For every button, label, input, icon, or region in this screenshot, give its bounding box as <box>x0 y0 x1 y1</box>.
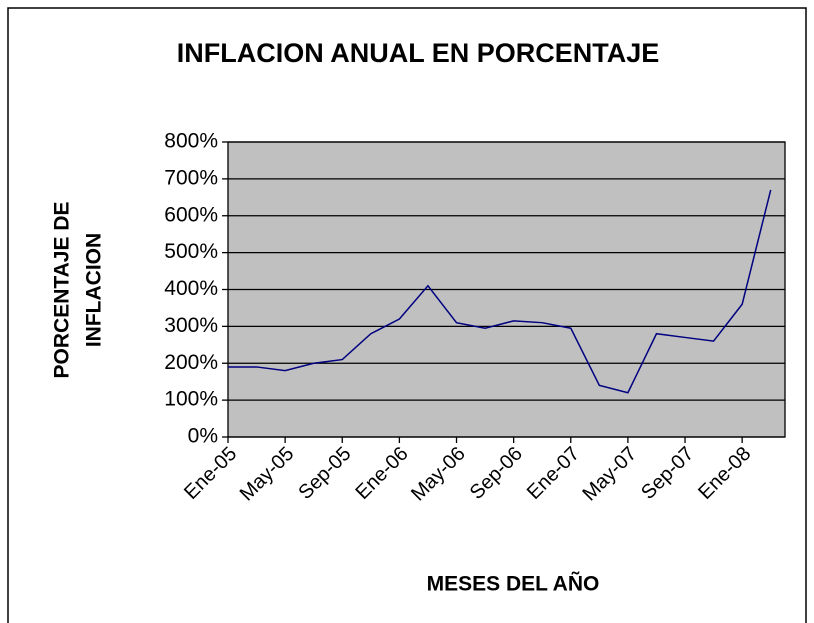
y-tick-label: 600% <box>164 203 218 226</box>
y-tick-label: 500% <box>164 240 218 263</box>
series-line <box>228 189 772 394</box>
y-axis-title: INFLACION <box>83 233 106 347</box>
y-tick-label: 800% <box>164 130 218 153</box>
x-axis-title: MESES DEL AÑO <box>427 573 600 596</box>
y-tick-label: 400% <box>164 277 218 300</box>
plot-border <box>227 141 786 438</box>
y-tick-label: 300% <box>164 314 218 337</box>
y-tick-label: 700% <box>164 166 218 189</box>
chart-title: INFLACION ANUAL EN PORCENTAJE <box>177 38 660 68</box>
y-tick-label: 200% <box>164 351 218 374</box>
y-tick-label: 0% <box>188 425 218 448</box>
y-tick-label: 100% <box>164 388 218 411</box>
y-axis-title: PORCENTAJE DE <box>51 202 74 379</box>
